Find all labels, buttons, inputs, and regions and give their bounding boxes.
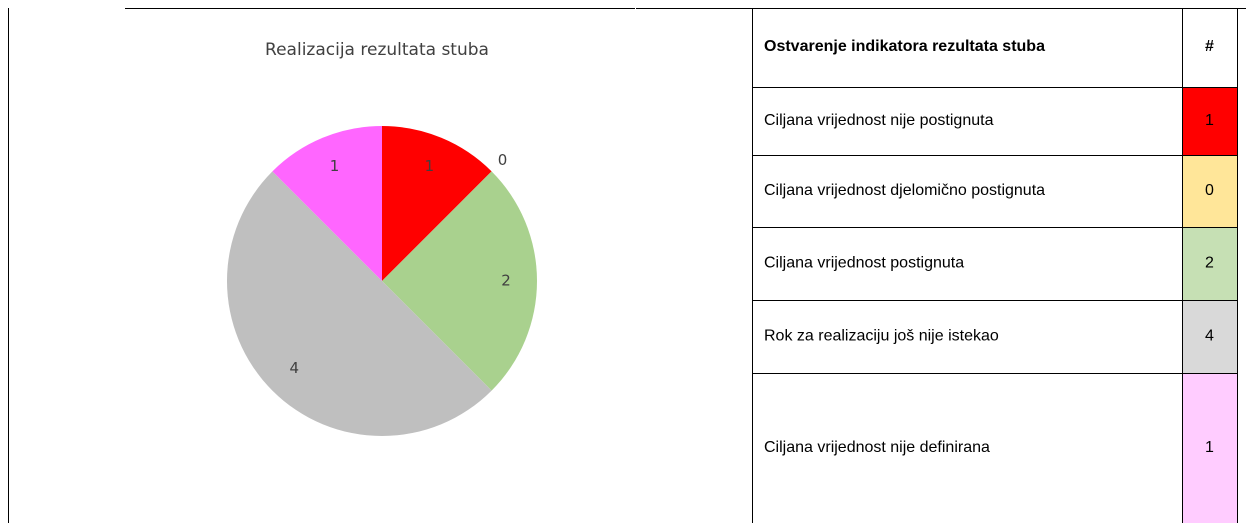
table: Ostvarenje indikatora rezultata stuba # Ci… bbox=[752, 8, 1238, 523]
row-value: 1 bbox=[1205, 112, 1214, 129]
pie-slice bbox=[382, 171, 538, 391]
row-value: 1 bbox=[1205, 439, 1214, 456]
row-value: 0 bbox=[1205, 182, 1214, 199]
slice-label: 0 bbox=[498, 151, 508, 169]
value-cell bbox=[1182, 155, 1237, 227]
row-value: 2 bbox=[1205, 255, 1214, 272]
chart-title: Realizacija rezultata stuba bbox=[265, 40, 489, 60]
value-cell bbox=[1182, 300, 1237, 373]
slice-label: 4 bbox=[290, 359, 300, 377]
table-header: Ostvarenje indikatora rezultata stuba bbox=[764, 38, 1045, 55]
value-cell bbox=[1182, 227, 1237, 300]
pie-slice bbox=[227, 171, 492, 437]
pie-slice bbox=[382, 171, 492, 281]
row-label: Rok za realizaciju još nije istekao bbox=[764, 328, 999, 345]
row-label: Ciljana vrijednost nije definirana bbox=[764, 439, 990, 456]
row-label: Ciljana vrijednost djelomično postignuta bbox=[764, 182, 1045, 199]
slice-label: 1 bbox=[425, 157, 435, 175]
row-label: Ciljana vrijednost nije postignuta bbox=[764, 112, 994, 129]
pie-slice bbox=[382, 126, 492, 281]
value-cell bbox=[1182, 373, 1237, 523]
slice-label: 2 bbox=[501, 272, 511, 290]
row-value: 4 bbox=[1205, 328, 1214, 345]
pie-slice bbox=[272, 125, 382, 281]
table-header: # bbox=[1205, 38, 1214, 55]
value-cell bbox=[1182, 87, 1237, 155]
pie-chart: 1 0 2 4 1 bbox=[227, 125, 538, 437]
slice-label: 1 bbox=[330, 157, 340, 175]
row-label: Ciljana vrijednost postignuta bbox=[764, 255, 964, 272]
